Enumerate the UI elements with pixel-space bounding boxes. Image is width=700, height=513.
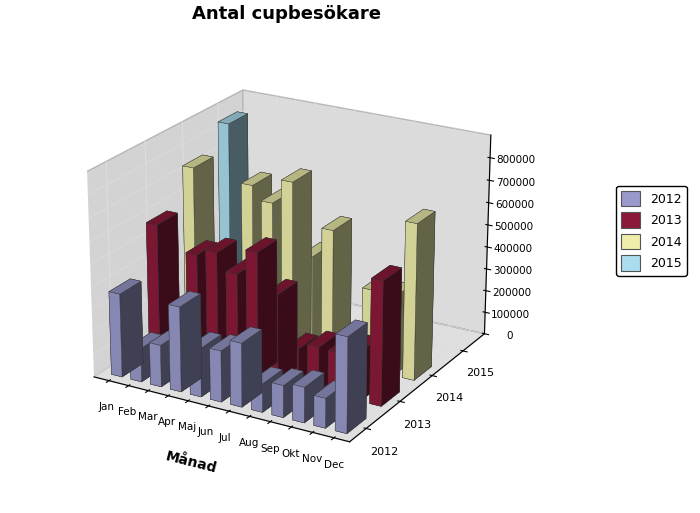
X-axis label: Månad: Månad [164, 450, 218, 476]
Legend: 2012, 2013, 2014, 2015: 2012, 2013, 2014, 2015 [616, 186, 687, 275]
Title: Antal cupbesökare: Antal cupbesökare [193, 5, 382, 23]
